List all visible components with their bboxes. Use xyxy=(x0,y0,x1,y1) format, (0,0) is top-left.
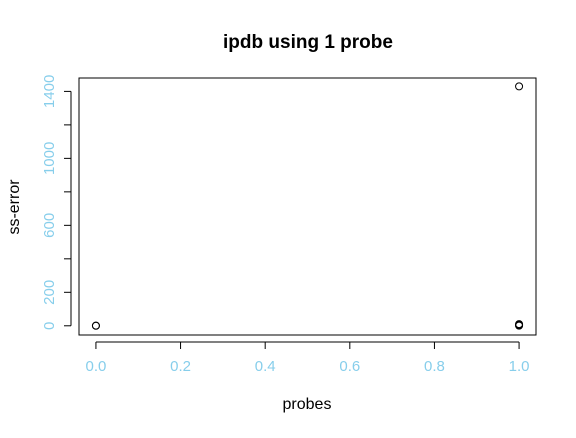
x-axis-label: probes xyxy=(283,396,332,413)
y-tick-label: 200 xyxy=(41,280,58,305)
y-tick-label: 1400 xyxy=(41,75,58,108)
x-tick-label: 1.0 xyxy=(509,358,530,375)
y-tick-label: 0 xyxy=(41,322,58,330)
y-tick-label: 600 xyxy=(41,213,58,238)
chart-title: ipdb using 1 probe xyxy=(223,32,393,53)
data-point xyxy=(91,321,100,330)
data-point xyxy=(515,321,524,330)
plot-frame xyxy=(78,77,537,336)
x-tick-label: 0.4 xyxy=(255,358,276,375)
x-axis: 0.0 0.2 0.4 0.6 0.8 1.0 xyxy=(85,341,530,375)
data-points xyxy=(91,82,524,330)
x-tick-label: 0.0 xyxy=(85,358,106,375)
y-tick-label: 1000 xyxy=(41,142,58,175)
y-axis: 0 200 600 1000 1400 xyxy=(41,75,72,330)
x-tick-label: 0.8 xyxy=(424,358,445,375)
x-tick-label: 0.6 xyxy=(339,358,360,375)
y-axis-label: ss-error xyxy=(6,179,23,235)
x-tick-label: 0.2 xyxy=(170,358,191,375)
data-point xyxy=(515,82,524,91)
